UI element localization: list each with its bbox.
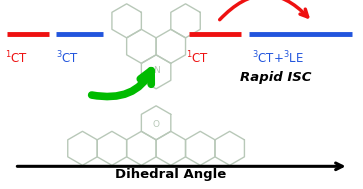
Text: $\mathregular{^1}$CT: $\mathregular{^1}$CT [5, 50, 28, 67]
Text: $\mathregular{^3}$CT: $\mathregular{^3}$CT [56, 50, 79, 67]
Text: O: O [152, 120, 160, 129]
Text: Dihedral Angle: Dihedral Angle [115, 168, 226, 181]
Text: $\mathregular{^1}$CT: $\mathregular{^1}$CT [186, 50, 209, 67]
FancyArrowPatch shape [92, 71, 151, 97]
Text: $\mathregular{^3}$CT+$\mathregular{^3}$LE: $\mathregular{^3}$CT+$\mathregular{^3}$L… [252, 50, 304, 67]
Text: Rapid ISC: Rapid ISC [240, 71, 311, 84]
Text: N: N [153, 66, 159, 75]
FancyArrowPatch shape [220, 0, 307, 20]
